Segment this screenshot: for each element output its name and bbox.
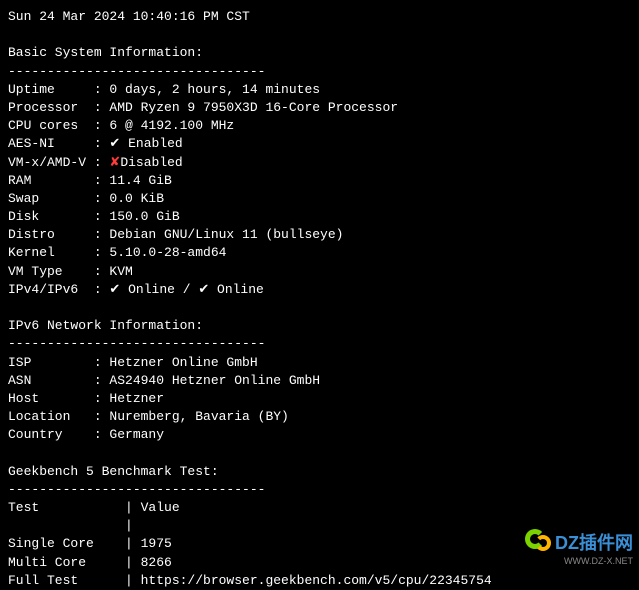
blank — [8, 26, 631, 44]
info-row: ASN : AS24940 Hetzner Online GmbH — [8, 372, 631, 390]
divider: --------------------------------- — [8, 63, 631, 81]
info-row: IPv4/IPv6 : ✔ Online / ✔ Online — [8, 281, 631, 299]
info-row: VM Type : KVM — [8, 263, 631, 281]
basic-info-rows: Uptime : 0 days, 2 hours, 14 minutesProc… — [8, 81, 631, 299]
info-row: Uptime : 0 days, 2 hours, 14 minutes — [8, 81, 631, 99]
info-row: VM-x/AMD-V : ✘Disabled — [8, 154, 631, 172]
section-header-geekbench: Geekbench 5 Benchmark Test: — [8, 463, 631, 481]
ipv6-info-rows: ISP : Hetzner Online GmbHASN : AS24940 H… — [8, 354, 631, 445]
section-header-basic: Basic System Information: — [8, 44, 631, 62]
info-row: Country : Germany — [8, 426, 631, 444]
table-header-sep: | — [8, 517, 631, 535]
cross-icon: ✘ — [109, 155, 120, 170]
section-header-ipv6: IPv6 Network Information: — [8, 317, 631, 335]
info-row: Kernel : 5.10.0-28-amd64 — [8, 244, 631, 262]
info-row: AES-NI : ✔ Enabled — [8, 135, 631, 153]
table-row: Full Test | https://browser.geekbench.co… — [8, 572, 631, 590]
blank — [8, 299, 631, 317]
geekbench-table-header: Test | Value | — [8, 499, 631, 535]
info-row: Distro : Debian GNU/Linux 11 (bullseye) — [8, 226, 631, 244]
info-row: RAM : 11.4 GiB — [8, 172, 631, 190]
divider: --------------------------------- — [8, 335, 631, 353]
timestamp: Sun 24 Mar 2024 10:40:16 PM CST — [8, 8, 631, 26]
blank — [8, 445, 631, 463]
geekbench-rows: Single Core | 1975Multi Core | 8266Full … — [8, 535, 631, 590]
info-row: Location : Nuremberg, Bavaria (BY) — [8, 408, 631, 426]
info-row: Swap : 0.0 KiB — [8, 190, 631, 208]
table-row: Single Core | 1975 — [8, 535, 631, 553]
info-row: ISP : Hetzner Online GmbH — [8, 354, 631, 372]
table-header-row: Test | Value — [8, 499, 631, 517]
info-row: Processor : AMD Ryzen 9 7950X3D 16-Core … — [8, 99, 631, 117]
info-row: Disk : 150.0 GiB — [8, 208, 631, 226]
table-row: Multi Core | 8266 — [8, 554, 631, 572]
info-row: CPU cores : 6 @ 4192.100 MHz — [8, 117, 631, 135]
info-row: Host : Hetzner — [8, 390, 631, 408]
divider: --------------------------------- — [8, 481, 631, 499]
